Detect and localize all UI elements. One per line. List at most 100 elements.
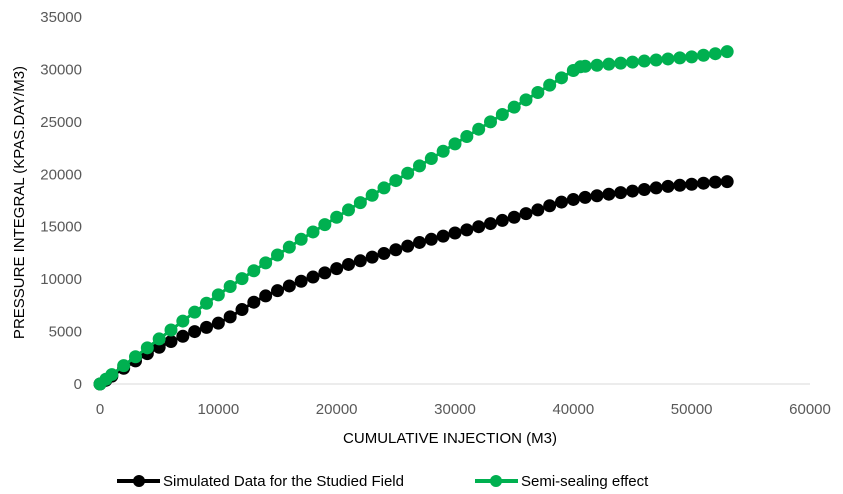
data-point	[235, 272, 249, 286]
data-point	[448, 226, 462, 240]
data-point	[188, 325, 202, 339]
data-point	[543, 199, 557, 213]
legend-item-simulated: Simulated Data for the Studied Field	[117, 473, 404, 490]
legend-swatch-marker	[490, 475, 502, 487]
data-point	[164, 335, 178, 349]
x-tick-label: 40000	[552, 401, 594, 418]
data-point	[353, 196, 367, 210]
data-point	[507, 100, 521, 114]
data-point	[247, 295, 261, 309]
data-point	[401, 239, 415, 253]
data-point	[306, 270, 320, 284]
data-point	[223, 310, 237, 324]
y-axis-ticks: 0 5000 10000 15000 20000 25000 30000 35000	[40, 9, 82, 393]
x-tick-label: 50000	[671, 401, 713, 418]
data-point	[637, 54, 651, 68]
data-point	[424, 232, 438, 246]
data-point	[413, 235, 426, 249]
y-tick-label: 15000	[40, 219, 82, 236]
data-point	[436, 144, 450, 158]
data-point	[353, 254, 367, 268]
x-tick-label: 30000	[434, 401, 476, 418]
data-point	[649, 181, 663, 195]
data-point	[330, 262, 344, 276]
data-point	[436, 229, 450, 243]
y-tick-label: 25000	[40, 114, 82, 131]
data-point	[495, 108, 509, 122]
plot-area	[93, 45, 734, 391]
data-point	[318, 218, 332, 232]
data-point	[614, 56, 628, 70]
series-line-0	[99, 180, 728, 386]
data-point	[294, 232, 308, 246]
data-point	[590, 189, 604, 203]
data-point	[282, 279, 296, 293]
data-point	[566, 192, 580, 206]
data-point	[176, 329, 190, 343]
data-point	[282, 240, 296, 254]
data-point	[649, 53, 663, 67]
data-point	[531, 85, 545, 99]
data-point	[176, 314, 190, 328]
legend: Simulated Data for the Studied Field Sem…	[117, 473, 649, 490]
data-point	[578, 59, 592, 73]
data-point	[105, 368, 119, 382]
data-point	[507, 210, 521, 224]
data-point	[152, 332, 166, 346]
data-point	[164, 323, 178, 337]
data-point	[602, 187, 616, 201]
legend-item-semi-sealing: Semi-sealing effect	[475, 473, 649, 490]
data-point	[259, 289, 273, 303]
data-point	[365, 250, 379, 264]
x-tick-label: 60000	[789, 401, 831, 418]
data-point	[117, 359, 131, 373]
data-point	[188, 305, 202, 319]
data-point	[389, 174, 403, 188]
data-point	[543, 78, 557, 92]
data-point	[626, 184, 639, 198]
data-point	[519, 93, 533, 107]
data-point	[614, 186, 628, 200]
legend-label: Simulated Data for the Studied Field	[163, 473, 404, 490]
data-point	[673, 51, 687, 65]
data-point	[259, 256, 273, 270]
data-point	[578, 190, 592, 204]
data-point	[708, 175, 722, 189]
data-point	[720, 45, 734, 59]
data-point	[685, 177, 699, 191]
data-point	[342, 257, 355, 271]
data-point	[602, 57, 616, 71]
data-point	[377, 181, 391, 195]
data-point	[661, 179, 675, 193]
data-point	[211, 288, 225, 302]
y-tick-label: 10000	[40, 271, 82, 288]
data-point	[235, 303, 249, 317]
data-point	[555, 71, 568, 85]
data-point	[271, 284, 284, 298]
data-point	[401, 166, 415, 180]
data-point	[413, 159, 426, 173]
data-point	[448, 137, 462, 151]
data-point	[330, 210, 344, 224]
x-tick-label: 0	[96, 401, 104, 418]
data-point	[211, 316, 225, 330]
data-point	[200, 320, 213, 334]
data-point	[472, 122, 486, 136]
data-point	[365, 188, 379, 202]
legend-label: Semi-sealing effect	[521, 473, 649, 490]
data-point	[720, 175, 734, 189]
y-axis-title: PRESSURE INTEGRAL (KPAS.DAY/M3)	[11, 66, 28, 339]
data-point	[247, 264, 261, 278]
data-point	[377, 246, 391, 260]
data-point	[389, 243, 403, 257]
data-point	[342, 203, 355, 217]
y-tick-label: 20000	[40, 166, 82, 183]
y-tick-label: 30000	[40, 61, 82, 78]
legend-swatch-marker	[133, 475, 145, 487]
data-point	[590, 58, 604, 72]
data-point	[685, 50, 699, 64]
data-point	[129, 350, 142, 364]
data-point	[626, 55, 639, 69]
y-tick-label: 5000	[49, 324, 82, 341]
data-point	[673, 178, 687, 192]
